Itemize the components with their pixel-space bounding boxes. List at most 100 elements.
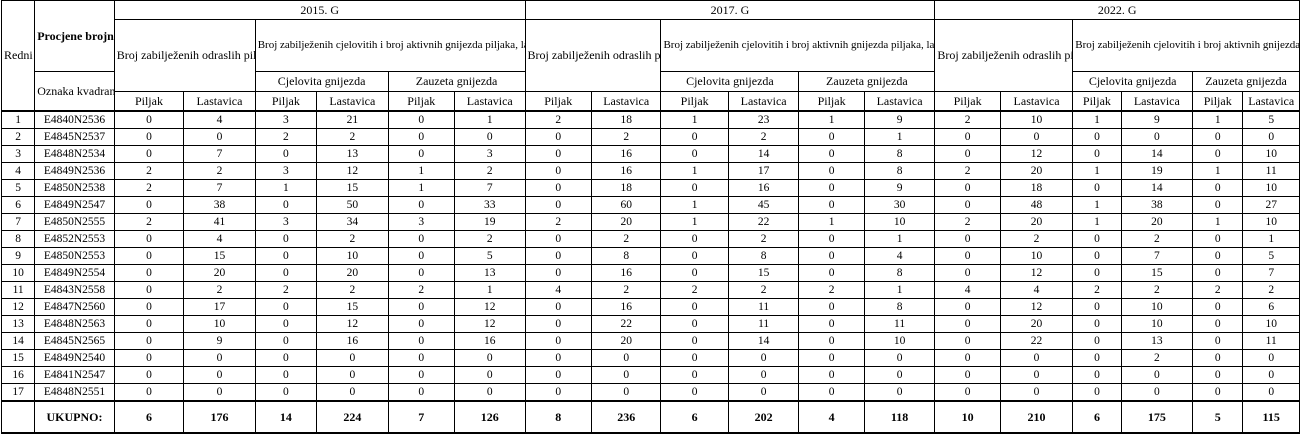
redni-broj-header: Redni broj [0,0,36,112]
count-cell: 0 [387,110,456,129]
count-cell: 2 [727,230,800,248]
count-cell: 0 [660,128,729,146]
count-cell: 11 [863,315,936,333]
count-cell: 0 [1242,349,1300,367]
count-cell: 0 [999,366,1074,384]
count-cell: 0 [1242,366,1300,384]
count-cell: 0 [1072,315,1122,333]
year-2017-header: 2017. G [524,0,936,20]
count-cell: 2 [254,128,318,146]
count-cell: 48 [999,196,1074,214]
count-cell: 0 [113,315,185,333]
count-cell: 1 [454,110,526,129]
nests-header-2022: Broj zabilježenih cjelovitih i broj akti… [1072,19,1300,72]
count-cell: 0 [524,264,592,282]
count-cell: 3 [387,213,456,231]
row-number: 8 [0,230,36,248]
count-cell: 0 [798,366,865,384]
count-cell: 0 [590,383,662,402]
count-cell: 0 [254,145,318,163]
count-cell: 21 [316,110,389,129]
count-cell: 0 [798,298,865,316]
count-cell: 17 [727,162,800,180]
quadrant-code: E4849N2554 [34,264,115,282]
count-cell: 19 [1120,162,1194,180]
count-cell: 2 [934,213,1001,231]
count-cell: 5 [1242,110,1300,129]
count-cell: 15 [316,179,389,197]
count-cell: 7 [1120,247,1194,265]
total-cell: 236 [590,400,662,434]
count-cell: 15 [727,264,800,282]
count-cell: 10 [999,247,1074,265]
count-cell: 0 [183,349,256,367]
nests-header-2015: Broj zabilježenih cjelovitih i broj akti… [254,19,526,72]
count-cell: 0 [1192,366,1244,384]
count-cell: 10 [1120,298,1194,316]
count-cell: 0 [524,196,592,214]
count-cell: 0 [524,179,592,197]
count-cell: 18 [590,179,662,197]
count-cell: 0 [1072,366,1122,384]
count-cell: 2 [1120,230,1194,248]
quadrant-code: E4845N2537 [34,128,115,146]
piljak-header: Piljak [524,91,592,112]
count-cell: 0 [798,162,865,180]
count-cell: 0 [798,128,865,146]
count-cell: 12 [999,264,1074,282]
quadrant-code: E4848N2534 [34,145,115,163]
count-cell: 0 [1192,196,1244,214]
count-cell: 0 [524,298,592,316]
count-cell: 0 [1072,230,1122,248]
count-cell: 0 [113,196,185,214]
count-cell: 11 [727,315,800,333]
count-cell: 3 [254,213,318,231]
count-cell: 22 [590,315,662,333]
count-cell: 0 [1192,230,1244,248]
count-cell: 19 [454,213,526,231]
count-cell: 16 [316,332,389,350]
total-cell: 7 [387,400,456,434]
count-cell: 33 [454,196,526,214]
count-cell: 11 [1242,162,1300,180]
count-cell: 10 [1242,179,1300,197]
lastavica-header: Lastavica [1120,91,1194,112]
row-number: 9 [0,247,36,265]
count-cell: 0 [1192,383,1244,402]
count-cell: 0 [798,332,865,350]
count-cell: 12 [316,315,389,333]
count-cell: 30 [863,196,936,214]
count-cell: 0 [1192,145,1244,163]
count-cell: 15 [1120,264,1194,282]
count-cell: 2 [387,281,456,299]
count-cell: 50 [316,196,389,214]
piljak-header: Piljak [798,91,865,112]
row-number: 2 [0,128,36,146]
quadrant-code: E4847N2560 [34,298,115,316]
count-cell: 2 [590,128,662,146]
table-row: 1 E4840N2536 0 4 3 21 0 1 2 18 1 23 1 9 2 10 1 9 1 5 [0,110,1300,129]
count-cell: 15 [316,298,389,316]
count-cell: 18 [999,179,1074,197]
count-cell: 0 [387,383,456,402]
count-cell: 0 [934,230,1001,248]
count-cell: 10 [999,110,1074,129]
oznaka-kvadranta-header: Oznaka kvadranta 1 km [34,71,115,112]
count-cell: 14 [1120,145,1194,163]
count-cell: 0 [934,315,1001,333]
count-cell: 0 [387,247,456,265]
count-cell: 1 [863,128,936,146]
count-cell: 16 [590,264,662,282]
count-cell: 0 [1120,128,1194,146]
count-cell: 2 [934,162,1001,180]
year-2015-header: 2015. G [113,0,526,20]
count-cell: 3 [454,145,526,163]
count-cell: 0 [660,230,729,248]
count-cell: 7 [183,179,256,197]
count-cell: 0 [113,349,185,367]
count-cell: 13 [454,264,526,282]
count-cell: 0 [254,315,318,333]
count-cell: 5 [454,247,526,265]
count-cell: 10 [1242,315,1300,333]
count-cell: 1 [1192,213,1244,231]
